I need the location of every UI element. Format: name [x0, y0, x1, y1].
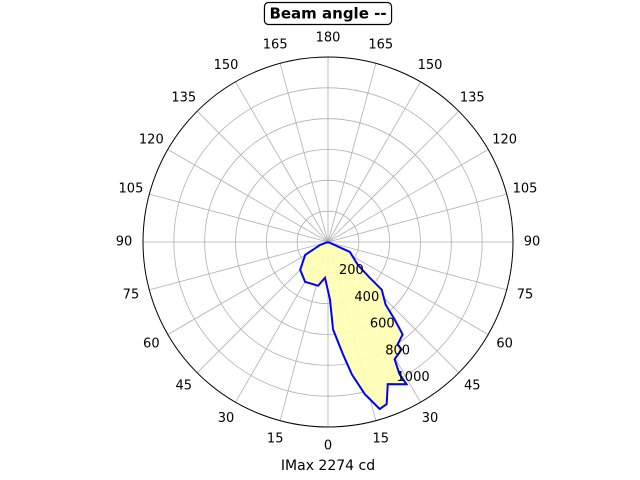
theta-tick-label: 45 [175, 379, 192, 394]
theta-tick-label: 75 [517, 287, 534, 302]
chart-title: Beam angle -- [269, 5, 386, 23]
theta-tick-label: 45 [464, 379, 481, 394]
theta-tick-label: 120 [492, 133, 517, 148]
theta-tick-label: 90 [524, 235, 541, 250]
grid-ring [265, 179, 391, 305]
theta-tick-label: 105 [119, 182, 144, 197]
theta-tick-label: 15 [373, 432, 390, 447]
theta-tick-label: 105 [513, 182, 538, 197]
grid-ring [235, 149, 421, 335]
beam-line [299, 241, 409, 411]
theta-tick-label: 150 [418, 58, 443, 73]
theta-tick-label: 135 [460, 90, 485, 105]
r-tick-label: 200 [339, 263, 364, 278]
theta-tick-label: 180 [316, 31, 341, 46]
theta-tick-label: 120 [139, 133, 164, 148]
theta-tick-label: 135 [171, 90, 196, 105]
theta-tick-label: 150 [214, 58, 239, 73]
theta-tick-label: 165 [368, 37, 393, 52]
theta-tick-label: 60 [143, 337, 160, 352]
theta-tick-label: 15 [267, 432, 284, 447]
r-tick-label: 600 [370, 317, 395, 332]
title-box [263, 1, 393, 26]
theta-tick-label: 0 [324, 439, 332, 454]
outer-ring [142, 56, 514, 428]
theta-tick-label: 75 [123, 287, 140, 302]
r-tick-label: 400 [354, 290, 379, 305]
r-tick-label: 1000 [397, 370, 430, 385]
theta-tick-label: 60 [496, 337, 513, 352]
r-tick-label: 800 [385, 343, 410, 358]
theta-tick-label: 165 [263, 37, 288, 52]
x-axis-label: IMax 2274 cd [281, 458, 375, 474]
theta-tick-label: 30 [218, 411, 235, 426]
grid-ring [204, 118, 452, 366]
theta-tick-label: 30 [422, 411, 439, 426]
grid-ring [173, 87, 483, 397]
plot-area: 0 15 30 45 60 75 90 105 120 135 150 165 180 165 150 135… [116, 31, 541, 454]
theta-tick-label: 90 [116, 235, 133, 250]
